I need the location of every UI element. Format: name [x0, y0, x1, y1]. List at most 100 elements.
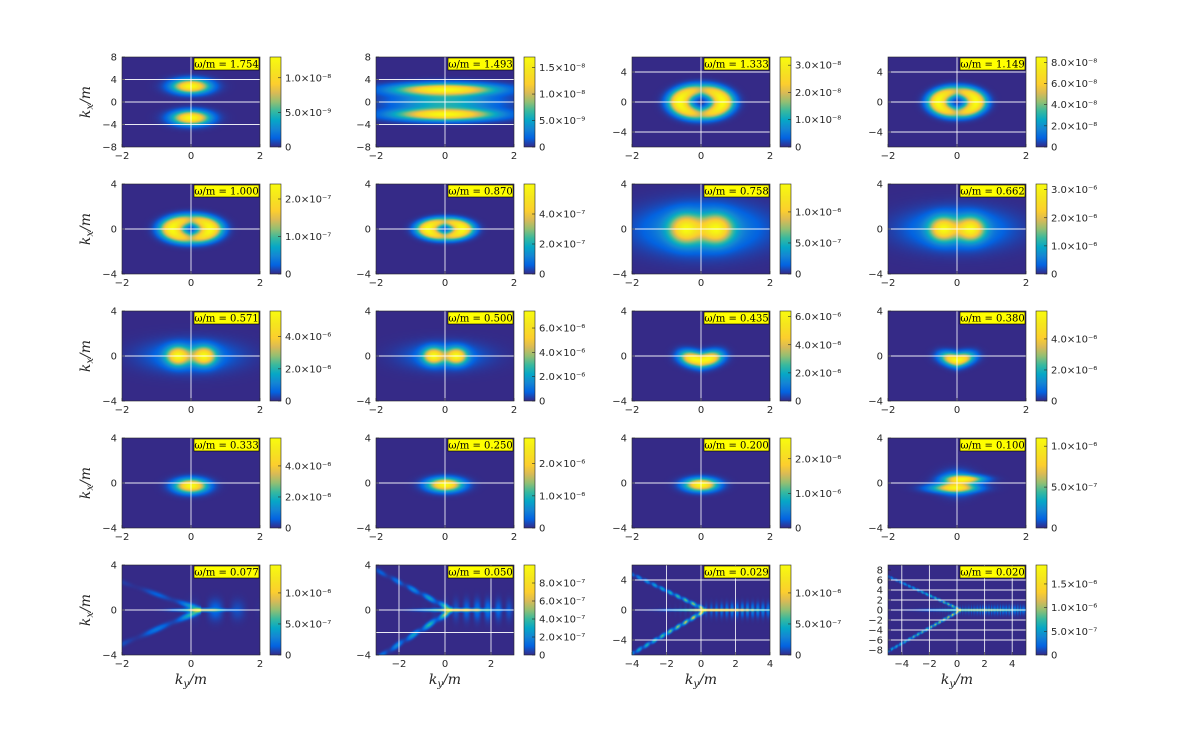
- x-tick-label: 0: [188, 278, 194, 289]
- x-tick-label: −4: [625, 659, 640, 670]
- colorbar-tick-label: 1.5×10⁻⁶: [1051, 579, 1097, 590]
- omega-annotation: ω/m = 0.200: [703, 438, 770, 452]
- panel-15: −2 0 2 −4 0 4 ω/m = 0.200 0 1.0×10⁻⁶ 2.0×10⁻⁶: [612, 434, 841, 544]
- colorbar-tick-label: 2.0×10⁻⁶: [795, 454, 841, 465]
- colorbar: [269, 183, 282, 275]
- y-tick-label: 0: [365, 98, 371, 109]
- colorbar-tick-label: 2.0×10⁻⁶: [285, 364, 331, 375]
- colorbar-tick-label: 2.0×10⁻⁶: [539, 459, 585, 470]
- colorbar: [1035, 564, 1048, 656]
- colorbar-tick-label: 0: [795, 270, 801, 281]
- x-tick-label: 0: [188, 405, 194, 416]
- omega-annotation-text: ω/m = 0.029: [704, 568, 768, 579]
- x-tick-label: 2: [1023, 151, 1029, 162]
- colorbar: [523, 564, 536, 656]
- x-tick-label: 2: [767, 278, 773, 289]
- colorbar-tick-label: 0: [285, 524, 291, 535]
- y-tick-label: 0: [365, 352, 371, 363]
- y-tick-label: 0: [111, 225, 117, 236]
- omega-annotation: ω/m = 0.662: [959, 184, 1026, 198]
- y-tick-label: 4: [877, 586, 883, 597]
- colorbar-tick-label: 2.0×10⁻⁶: [285, 492, 331, 503]
- colorbar: [779, 56, 792, 148]
- omega-annotation-text: ω/m = 0.870: [448, 187, 512, 198]
- x-tick-label: 0: [188, 532, 194, 543]
- x-tick-label: 0: [698, 405, 704, 416]
- colorbar-tick-label: 3.0×10⁻⁸: [795, 61, 841, 72]
- colorbar: [269, 437, 282, 529]
- colorbar: [779, 564, 792, 656]
- x-tick-label: −2: [625, 278, 640, 289]
- colorbar: [523, 56, 536, 148]
- y-tick-label: 8: [365, 53, 371, 64]
- x-tick-label: 0: [442, 532, 448, 543]
- x-tick-label: −2: [625, 532, 640, 543]
- x-tick-label: −2: [369, 278, 384, 289]
- x-tick-label: 0: [954, 278, 960, 289]
- panel-6: −2 0 2 −4 0 4 ω/m = 0.870 0 2.0×10⁻⁷ 4.0×10⁻⁷: [356, 180, 585, 290]
- colorbar-tick-label: 1.0×10⁻⁶: [795, 207, 841, 218]
- y-tick-label: 4: [621, 434, 627, 445]
- y-tick-label: −4: [868, 128, 883, 139]
- x-tick-label: −2: [369, 405, 384, 416]
- x-tick-label: 0: [698, 532, 704, 543]
- x-tick-label: −2: [881, 405, 896, 416]
- omega-annotation-text: ω/m = 1.754: [194, 60, 258, 71]
- colorbar-tick-label: 4.0×10⁻⁶: [539, 348, 585, 359]
- colorbar-tick-label: 5.0×10⁻⁷: [795, 619, 841, 630]
- colorbar: [269, 564, 282, 656]
- colorbar: [523, 183, 536, 275]
- x-tick-label: −2: [115, 532, 130, 543]
- panel-4: −2 0 2 −4 0 4 ω/m = 1.149 0 2.0×10⁻⁸ 4.0×10⁻⁸ 6.0×…: [868, 56, 1097, 162]
- colorbar-tick-label: 1.5×10⁻⁸: [539, 63, 585, 74]
- x-tick-label: 2: [1023, 532, 1029, 543]
- omega-annotation-text: ω/m = 0.020: [960, 568, 1024, 579]
- y-tick-label: −4: [102, 651, 117, 662]
- y-tick-label: 4: [365, 75, 371, 86]
- panel-2: −2 0 2 −8 −4 0 4 8 ω/m = 1.493 0 5.0×10⁻⁹ 1.0×10⁻⁸ 1…: [356, 53, 585, 163]
- x-tick-label: 4: [767, 659, 773, 670]
- y-tick-label: −4: [868, 397, 883, 408]
- colorbar: [269, 310, 282, 402]
- y-axis-label: kx/m: [78, 86, 96, 118]
- x-tick-label: 2: [511, 405, 517, 416]
- x-tick-label: −2: [392, 659, 407, 670]
- y-tick-label: −4: [868, 524, 883, 535]
- colorbar-tick-label: 1.0×10⁻⁶: [1051, 603, 1097, 614]
- colorbar: [1035, 437, 1048, 529]
- x-axis-label: ky/m: [941, 672, 973, 690]
- y-axis-label: kx/m: [78, 594, 96, 626]
- colorbar-tick-label: 0: [795, 651, 801, 662]
- y-tick-label: 8: [111, 53, 117, 64]
- y-tick-label: 0: [621, 606, 627, 617]
- colorbar-tick-label: 0: [1051, 143, 1057, 154]
- omega-annotation: ω/m = 0.050: [447, 565, 514, 579]
- x-tick-label: 2: [732, 659, 738, 670]
- y-tick-label: 2: [877, 596, 883, 607]
- y-tick-label: −4: [612, 270, 627, 281]
- x-tick-label: −2: [369, 151, 384, 162]
- omega-annotation: ω/m = 0.333: [193, 438, 260, 452]
- y-tick-label: −4: [102, 397, 117, 408]
- y-tick-label: 4: [111, 307, 117, 318]
- omega-annotation: ω/m = 0.077: [193, 565, 260, 579]
- panel-14: −2 0 2 −4 0 4 ω/m = 0.250 0 1.0×10⁻⁶ 2.0×10⁻⁶: [356, 434, 585, 544]
- omega-annotation-text: ω/m = 0.500: [448, 314, 512, 325]
- y-tick-label: 8: [877, 566, 883, 577]
- x-tick-label: 2: [257, 532, 263, 543]
- x-tick-label: 0: [698, 659, 704, 670]
- colorbar-tick-label: 8.0×10⁻⁷: [539, 579, 585, 590]
- omega-annotation-text: ω/m = 0.200: [704, 441, 768, 452]
- x-tick-label: 2: [1023, 405, 1029, 416]
- colorbar-tick-label: 1.0×10⁻⁶: [1051, 442, 1097, 453]
- omega-annotation-text: ω/m = 1.333: [704, 60, 768, 71]
- colorbar-tick-label: 6.0×10⁻⁶: [539, 324, 585, 335]
- x-tick-label: 0: [442, 278, 448, 289]
- omega-annotation-text: ω/m = 0.662: [960, 187, 1024, 198]
- x-tick-label: −2: [115, 278, 130, 289]
- panel-1: −2 0 2 −8 −4 0 4 8 ω/m = 1.754 0 5.0×10⁻⁹ 1.0×10⁻⁸: [102, 53, 331, 163]
- x-tick-label: 2: [511, 151, 517, 162]
- y-axis-label: kx/m: [78, 213, 96, 245]
- colorbar-tick-label: 1.0×10⁻⁶: [285, 588, 331, 599]
